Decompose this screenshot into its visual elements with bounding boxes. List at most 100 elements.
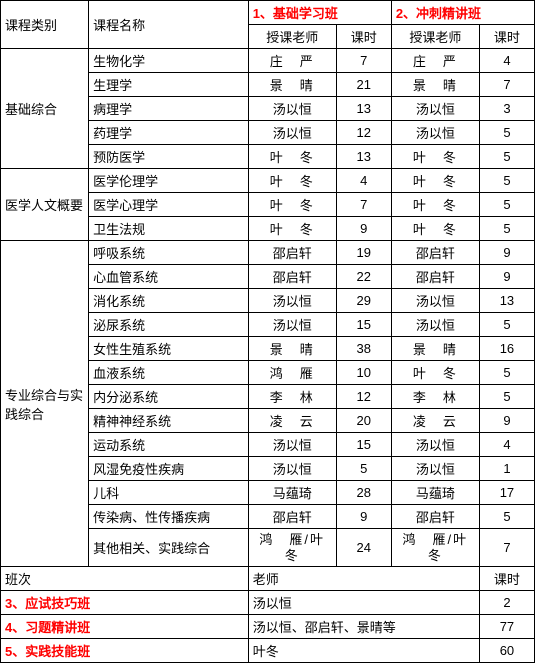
- teacher-1: 汤以恒: [248, 313, 336, 337]
- teacher-1: 邵启轩: [248, 265, 336, 289]
- course-name: 预防医学: [89, 145, 249, 169]
- hours-2: 3: [479, 97, 534, 121]
- hours-1: 10: [336, 361, 391, 385]
- course-name: 泌尿系统: [89, 313, 249, 337]
- hours-2: 5: [479, 385, 534, 409]
- hours-1: 21: [336, 73, 391, 97]
- teacher-1: 叶 冬: [248, 193, 336, 217]
- teacher-2: 汤以恒: [391, 97, 479, 121]
- course-name: 医学心理学: [89, 193, 249, 217]
- teacher-2: 叶 冬: [391, 193, 479, 217]
- hours-2: 9: [479, 241, 534, 265]
- teacher-2: 李 林: [391, 385, 479, 409]
- hours-2: 16: [479, 337, 534, 361]
- section2-hours: 77: [479, 615, 534, 639]
- hours-2: 5: [479, 361, 534, 385]
- hours-1: 38: [336, 337, 391, 361]
- section2-teacher: 汤以恒: [248, 591, 479, 615]
- teacher-2: 邵启轩: [391, 265, 479, 289]
- hours-2: 17: [479, 481, 534, 505]
- teacher-1: 邵启轩: [248, 241, 336, 265]
- teacher-2: 景 晴: [391, 73, 479, 97]
- teacher-1: 庄 严: [248, 49, 336, 73]
- hours-2: 5: [479, 145, 534, 169]
- section2-teacher: 叶冬: [248, 639, 479, 663]
- course-name: 医学伦理学: [89, 169, 249, 193]
- hours-1: 28: [336, 481, 391, 505]
- hours-2: 9: [479, 265, 534, 289]
- hours-1: 9: [336, 505, 391, 529]
- teacher-2: 凌 云: [391, 409, 479, 433]
- course-name: 其他相关、实践综合: [89, 529, 249, 567]
- course-name: 女性生殖系统: [89, 337, 249, 361]
- hours-2: 5: [479, 217, 534, 241]
- course-table: 课程类别课程名称1、基础学习班2、冲刺精讲班授课老师课时授课老师课时基础综合生物…: [0, 0, 535, 663]
- hours-2: 5: [479, 193, 534, 217]
- teacher-1: 叶 冬: [248, 169, 336, 193]
- hours-1: 9: [336, 217, 391, 241]
- hours-1: 4: [336, 169, 391, 193]
- hours-1: 24: [336, 529, 391, 567]
- section2-hours: 60: [479, 639, 534, 663]
- section2-class-name: 5、实践技能班: [1, 639, 249, 663]
- teacher-2: 邵启轩: [391, 241, 479, 265]
- teacher-2: 汤以恒: [391, 457, 479, 481]
- teacher-2: 马蕴琦: [391, 481, 479, 505]
- hours-2: 1: [479, 457, 534, 481]
- teacher-1: 汤以恒: [248, 121, 336, 145]
- header-hours-1: 课时: [336, 25, 391, 49]
- teacher-1: 汤以恒: [248, 97, 336, 121]
- teacher-1: 景 晴: [248, 73, 336, 97]
- hours-1: 12: [336, 121, 391, 145]
- course-name: 运动系统: [89, 433, 249, 457]
- section2-header-hours: 课时: [479, 567, 534, 591]
- section2-hours: 2: [479, 591, 534, 615]
- hours-1: 7: [336, 193, 391, 217]
- teacher-1: 景 晴: [248, 337, 336, 361]
- teacher-1: 鸿 雁/叶 冬: [248, 529, 336, 567]
- teacher-1: 叶 冬: [248, 217, 336, 241]
- teacher-2: 叶 冬: [391, 217, 479, 241]
- hours-1: 15: [336, 433, 391, 457]
- teacher-2: 鸿 雁/叶 冬: [391, 529, 479, 567]
- hours-2: 7: [479, 73, 534, 97]
- teacher-1: 李 林: [248, 385, 336, 409]
- hours-1: 12: [336, 385, 391, 409]
- hours-2: 5: [479, 313, 534, 337]
- hours-1: 5: [336, 457, 391, 481]
- section2-teacher: 汤以恒、邵启轩、景晴等: [248, 615, 479, 639]
- teacher-1: 鸿 雁: [248, 361, 336, 385]
- header-class1: 1、基础学习班: [248, 1, 391, 25]
- header-course-name: 课程名称: [89, 1, 249, 49]
- course-name: 病理学: [89, 97, 249, 121]
- teacher-1: 汤以恒: [248, 289, 336, 313]
- teacher-2: 景 晴: [391, 337, 479, 361]
- course-name: 生物化学: [89, 49, 249, 73]
- teacher-2: 汤以恒: [391, 433, 479, 457]
- teacher-2: 汤以恒: [391, 121, 479, 145]
- header-teacher-1: 授课老师: [248, 25, 336, 49]
- hours-2: 5: [479, 169, 534, 193]
- course-name: 消化系统: [89, 289, 249, 313]
- header-teacher-2: 授课老师: [391, 25, 479, 49]
- header-class2: 2、冲刺精讲班: [391, 1, 534, 25]
- teacher-2: 叶 冬: [391, 169, 479, 193]
- hours-1: 7: [336, 49, 391, 73]
- hours-1: 22: [336, 265, 391, 289]
- hours-1: 13: [336, 145, 391, 169]
- header-category: 课程类别: [1, 1, 89, 49]
- course-name: 内分泌系统: [89, 385, 249, 409]
- hours-2: 13: [479, 289, 534, 313]
- course-name: 心血管系统: [89, 265, 249, 289]
- category-label: 医学人文概要: [1, 169, 89, 241]
- course-name: 生理学: [89, 73, 249, 97]
- section2-class-name: 3、应试技巧班: [1, 591, 249, 615]
- hours-1: 29: [336, 289, 391, 313]
- hours-2: 5: [479, 505, 534, 529]
- hours-1: 20: [336, 409, 391, 433]
- course-name: 风湿免疫性疾病: [89, 457, 249, 481]
- teacher-1: 汤以恒: [248, 433, 336, 457]
- teacher-1: 凌 云: [248, 409, 336, 433]
- teacher-2: 庄 严: [391, 49, 479, 73]
- course-name: 血液系统: [89, 361, 249, 385]
